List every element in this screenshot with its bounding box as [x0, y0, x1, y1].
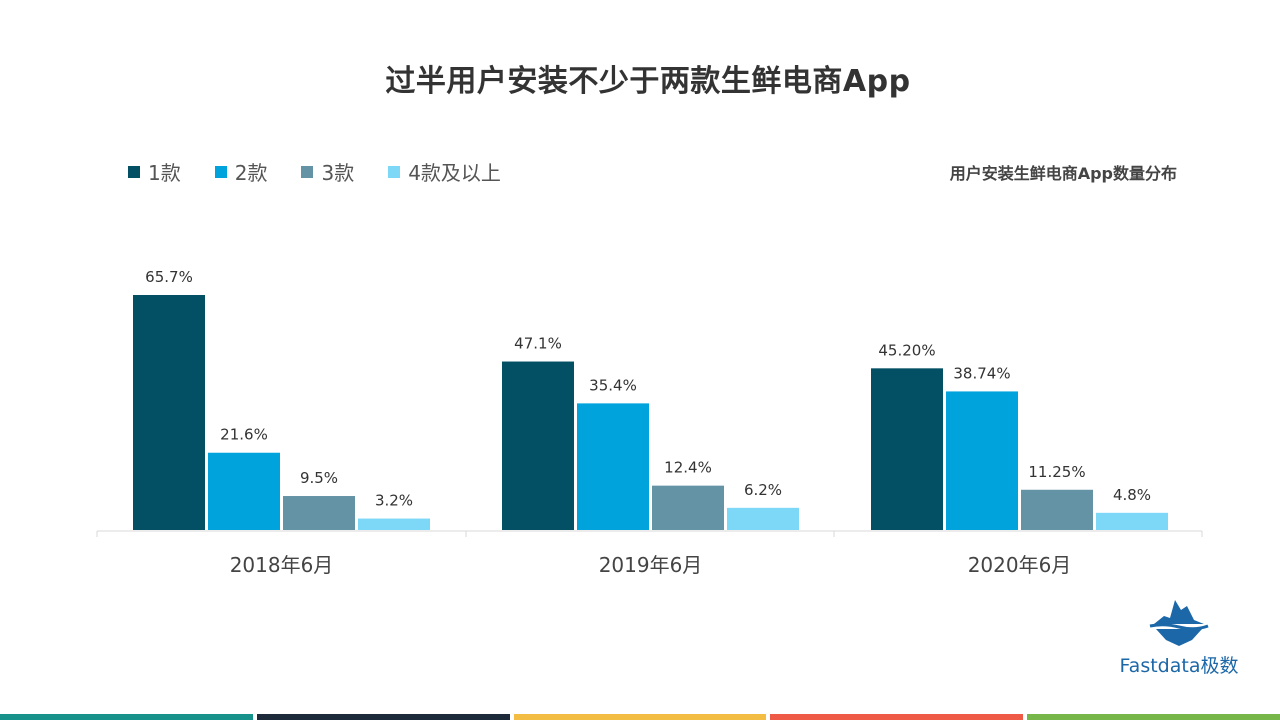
legend-swatch-3 — [301, 165, 314, 178]
legend-item-2: 2款 — [214, 157, 268, 186]
legend-label-2: 2款 — [234, 161, 268, 185]
bar — [652, 485, 724, 530]
legend-item-1: 1款 — [128, 157, 181, 186]
data-label: 47.1% — [514, 335, 562, 353]
legend-label-1: 1款 — [148, 161, 181, 185]
data-label: 65.7% — [145, 268, 193, 286]
bar — [358, 518, 430, 530]
x-tick-label: 2018年6月 — [230, 553, 334, 577]
legend-swatch-1 — [128, 165, 140, 178]
strip-segment — [256, 714, 510, 720]
data-label: 3.2% — [375, 492, 413, 510]
iceberg-icon — [1149, 600, 1209, 646]
bar — [1021, 489, 1093, 530]
bottom-color-strip — [0, 714, 1280, 720]
bar — [946, 391, 1018, 530]
page-title: 过半用户安装不少于两款生鲜电商App — [385, 64, 911, 99]
legend-item-3: 3款 — [301, 157, 354, 186]
brand-name: Fastdata极数 — [1119, 655, 1239, 677]
strip-segment — [770, 714, 1024, 720]
x-tick-label: 2019年6月 — [599, 553, 703, 577]
legend-swatch-2 — [214, 165, 227, 178]
data-label: 45.20% — [878, 341, 935, 359]
bar — [502, 361, 574, 530]
legend-item-4: 4款及以上 — [388, 157, 501, 186]
chart-subtitle: 用户安装生鲜电商App数量分布 — [949, 164, 1177, 183]
data-label: 12.4% — [664, 459, 712, 477]
bar — [283, 496, 355, 530]
data-label: 21.6% — [220, 426, 268, 444]
brand-logo: Fastdata极数 — [1104, 596, 1254, 686]
legend-label-4: 4款及以上 — [408, 161, 501, 185]
data-label: 6.2% — [744, 481, 782, 499]
data-label: 4.8% — [1113, 486, 1151, 504]
x-tick-label: 2020年6月 — [968, 553, 1072, 577]
chart-legend: 1款 2款 3款 4款及以上 — [128, 157, 535, 186]
data-label: 35.4% — [589, 376, 637, 394]
bar — [1096, 512, 1168, 530]
data-label: 38.74% — [953, 364, 1010, 382]
strip-segment — [513, 714, 767, 720]
bar — [871, 368, 943, 530]
legend-label-3: 3款 — [321, 161, 355, 185]
data-label: 9.5% — [300, 469, 338, 487]
bar — [727, 507, 799, 530]
bar — [577, 403, 649, 530]
bar — [208, 452, 280, 530]
data-label: 11.25% — [1028, 463, 1085, 481]
bar — [133, 295, 205, 530]
strip-segment — [0, 714, 253, 720]
strip-segment — [1027, 714, 1280, 720]
legend-swatch-4 — [388, 165, 401, 178]
